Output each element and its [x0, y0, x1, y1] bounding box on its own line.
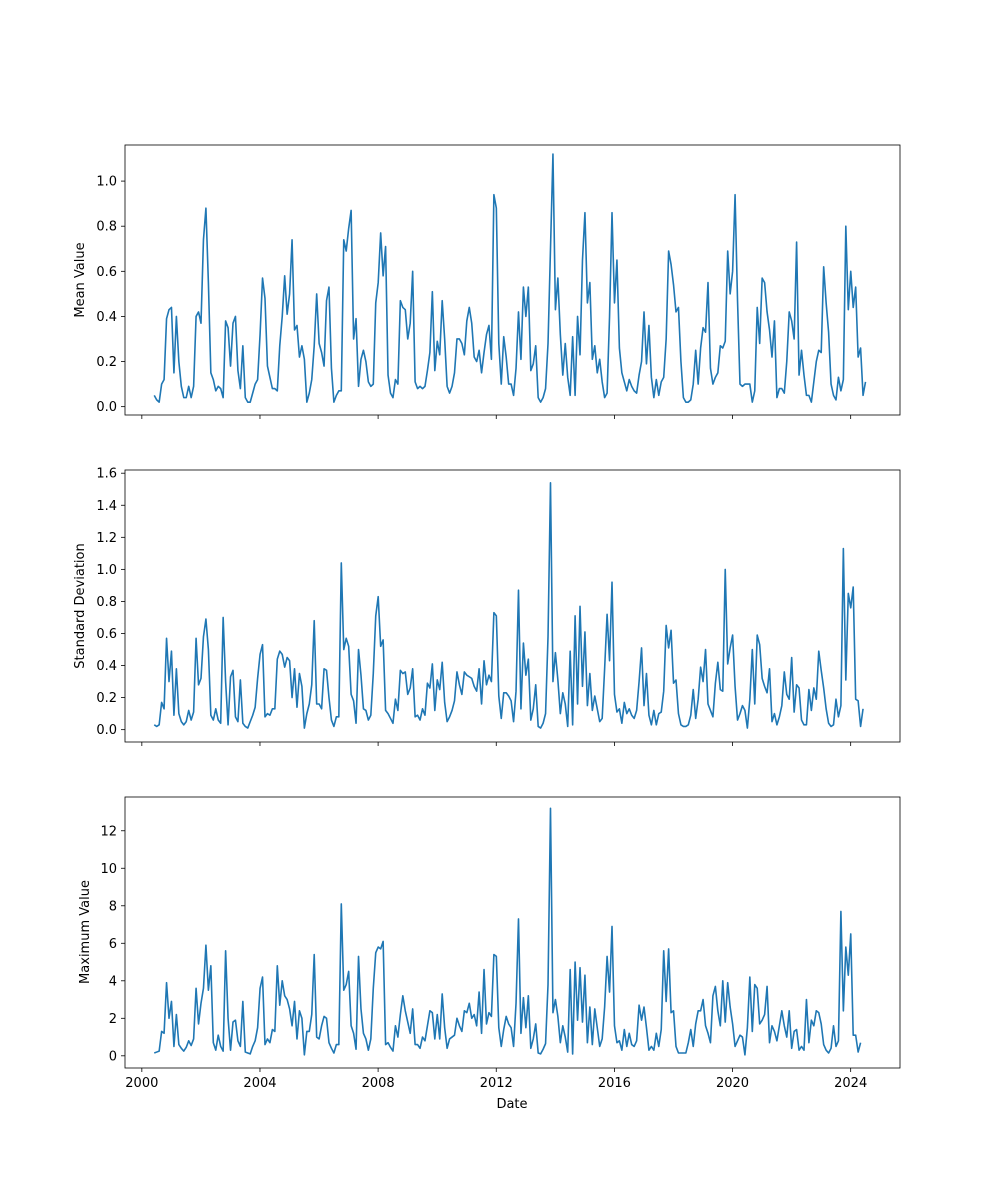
- y-tick-label-std: 0.4: [96, 659, 117, 674]
- y-tick-label-mean: 0.0: [96, 400, 117, 415]
- x-tick-label: 2016: [598, 1076, 631, 1091]
- y-tick-label-max: 12: [100, 824, 117, 839]
- y-tick-label-max: 6: [109, 937, 117, 952]
- y-tick-label-mean: 0.6: [96, 265, 117, 280]
- series-line-max: [153, 807, 862, 1056]
- x-tick-label: 2020: [716, 1076, 749, 1091]
- y-tick-label-mean: 0.2: [96, 355, 117, 370]
- y-tick-label-std: 1.0: [96, 563, 117, 578]
- y-tick-label-std: 0.6: [96, 627, 117, 642]
- y-axis-label-mean: Mean Value: [73, 242, 88, 317]
- y-tick-label-mean: 0.8: [96, 220, 117, 235]
- y-tick-label-mean: 0.4: [96, 310, 117, 325]
- x-tick-label: 2024: [834, 1076, 867, 1091]
- panel-max: 0 2 4 6 8 10 12 2000 2004 2008 2012 2016 2020 2024 M…: [78, 796, 901, 1091]
- x-tick-label: 2000: [125, 1076, 158, 1091]
- x-tick-label: 2008: [362, 1076, 395, 1091]
- y-tick-label-max: 0: [109, 1049, 117, 1064]
- x-axis-label: Date: [496, 1097, 527, 1112]
- x-tick-label: 2004: [243, 1076, 276, 1091]
- y-tick-label-max: 8: [109, 899, 117, 914]
- series-line-std: [153, 482, 864, 729]
- y-tick-label-std: 1.6: [96, 467, 117, 482]
- panel-std: 0.0 0.2 0.4 0.6 0.8 1.0 1.2 1.4 1.6 Standard Dev…: [73, 467, 901, 746]
- y-tick-label-std: 1.4: [96, 499, 117, 514]
- y-axis-label-std: Standard Deviation: [73, 543, 88, 668]
- y-tick-label-max: 10: [100, 862, 117, 877]
- y-tick-label-max: 2: [109, 1012, 117, 1027]
- y-tick-label-max: 4: [109, 974, 117, 989]
- series-line-mean: [153, 153, 867, 403]
- y-tick-label-std: 0.0: [96, 723, 117, 738]
- x-tick-label: 2012: [480, 1076, 513, 1091]
- y-axis-label-max: Maximum Value: [78, 880, 93, 984]
- y-tick-label-std: 0.2: [96, 691, 117, 706]
- plot-frame-mean: [124, 144, 901, 416]
- y-tick-label-mean: 1.0: [96, 175, 117, 190]
- y-tick-label-std: 1.2: [96, 531, 117, 546]
- plot-frame-max: [124, 796, 901, 1069]
- y-tick-label-std: 0.8: [96, 595, 117, 610]
- plot-frame-std: [124, 469, 901, 743]
- panel-mean: 0.0 0.2 0.4 0.6 0.8 1.0 Mean Value: [73, 144, 901, 419]
